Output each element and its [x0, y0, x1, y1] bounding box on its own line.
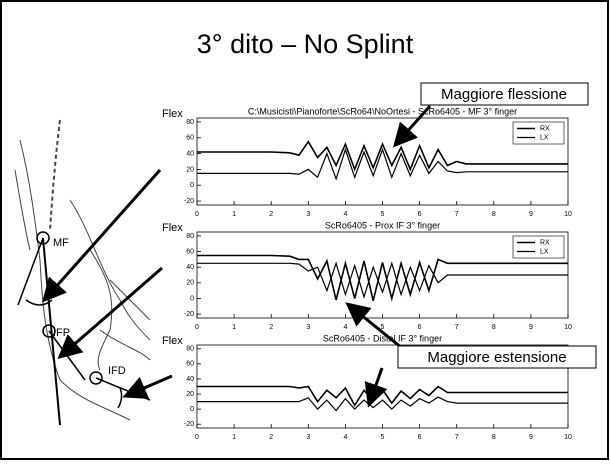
legend-label: LX	[540, 248, 549, 255]
x-tick-label: 3	[306, 434, 310, 441]
legend-box	[513, 122, 564, 144]
legend-label: LX	[540, 134, 549, 141]
y-tick-label: 20	[186, 280, 194, 287]
y-tick-label: 0	[190, 182, 194, 189]
x-tick-label: 0	[195, 211, 199, 218]
y-tick-label: 40	[186, 150, 194, 157]
x-tick-label: 5	[381, 434, 385, 441]
y-tick-label: -20	[184, 421, 194, 428]
x-tick-label: 10	[564, 434, 572, 441]
slide-title: 3° dito – No Splint	[197, 29, 414, 59]
x-tick-label: 2	[269, 324, 273, 331]
sketch-label: IFD	[108, 365, 126, 377]
callout: Maggiore flessione	[441, 86, 567, 103]
callout: Maggiore estensione	[427, 349, 566, 366]
y-tick-label: 20	[186, 166, 194, 173]
y-tick-label: 40	[186, 264, 194, 271]
x-tick-label: 9	[529, 324, 533, 331]
x-tick-label: 8	[492, 211, 496, 218]
x-tick-label: 2	[269, 211, 273, 218]
y-tick-label: 80	[186, 233, 194, 240]
y-axis-label: Flex	[162, 335, 183, 347]
y-tick-label: -20	[184, 198, 194, 205]
x-tick-label: 1	[232, 434, 236, 441]
x-tick-label: 7	[455, 434, 459, 441]
x-tick-label: 8	[492, 324, 496, 331]
x-tick-label: 4	[343, 324, 347, 331]
legend-label: RX	[540, 125, 550, 132]
chart-title: ScRo6405 - Prox IF 3° finger	[325, 220, 440, 230]
x-tick-label: 8	[492, 434, 496, 441]
x-tick-label: 6	[418, 434, 422, 441]
x-tick-label: 6	[418, 324, 422, 331]
legend-box	[513, 236, 564, 258]
x-tick-label: 4	[343, 211, 347, 218]
sketch-label: MF	[53, 237, 69, 249]
y-tick-label: 0	[190, 295, 194, 302]
y-tick-label: 80	[186, 346, 194, 353]
x-tick-label: 9	[529, 211, 533, 218]
y-tick-label: 0	[190, 406, 194, 413]
x-tick-label: 6	[418, 211, 422, 218]
y-tick-label: -20	[184, 311, 194, 318]
y-tick-label: 40	[186, 376, 194, 383]
y-tick-label: 60	[186, 135, 194, 142]
chart-title: C:\Musicisti\Pianoforte\ScRo64\NoOrtesi …	[248, 106, 517, 116]
plot-area	[197, 118, 568, 205]
x-tick-label: 7	[455, 324, 459, 331]
x-tick-label: 3	[306, 324, 310, 331]
y-tick-label: 60	[186, 248, 194, 255]
x-tick-label: 9	[529, 434, 533, 441]
legend-label: RX	[540, 239, 550, 246]
y-axis-label: Flex	[162, 108, 183, 120]
x-tick-label: 0	[195, 434, 199, 441]
y-axis-label: Flex	[162, 222, 183, 234]
y-tick-label: 80	[186, 119, 194, 126]
x-tick-label: 10	[564, 324, 572, 331]
x-tick-label: 2	[269, 434, 273, 441]
x-tick-label: 3	[306, 211, 310, 218]
x-tick-label: 0	[195, 324, 199, 331]
x-tick-label: 1	[232, 324, 236, 331]
slide: 3° dito – No Splint MF IFP IFD C:\Musici…	[0, 0, 610, 461]
y-tick-label: 20	[186, 391, 194, 398]
y-tick-label: 60	[186, 361, 194, 368]
x-tick-label: 1	[232, 211, 236, 218]
x-tick-label: 4	[343, 434, 347, 441]
x-tick-label: 7	[455, 211, 459, 218]
x-tick-label: 5	[381, 211, 385, 218]
chart-title: ScRo6405 - Distal IF 3° finger	[323, 333, 442, 343]
x-tick-label: 10	[564, 211, 572, 218]
sketch-label: IFP	[53, 327, 70, 339]
